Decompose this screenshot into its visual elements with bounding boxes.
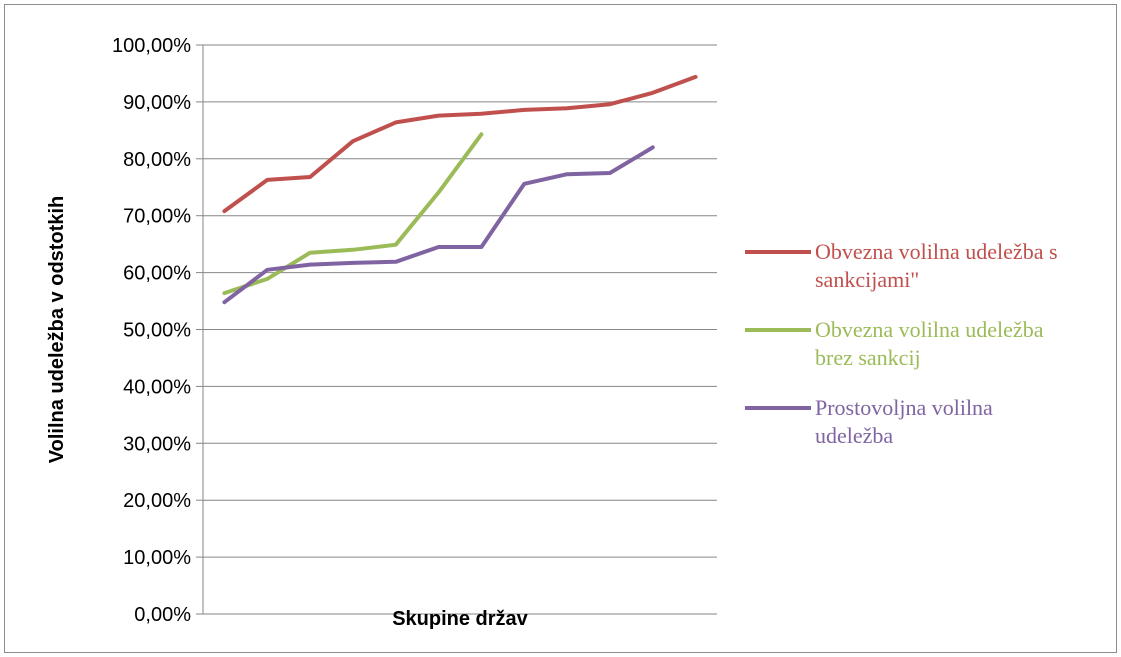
y-tick-label: 30,00% [123,433,191,455]
y-tick-label: 10,00% [123,547,191,569]
y-tick-label: 40,00% [123,376,191,398]
y-tick-label: 0,00% [134,604,191,626]
grid-layer [196,44,717,615]
series-line-3 [222,145,655,305]
series-line-1 [222,74,698,214]
series-line-2 [222,132,484,296]
legend-label-3: Prostovoljna volilna [815,395,993,420]
chart-svg: 0,00% 10,00% 20,00% 30,00% 40,00% 50,00% 60,00… [46,35,1058,630]
legend-label-2: Obvezna volilna udeležba [815,317,1044,342]
y-tick-label: 60,00% [123,263,191,285]
y-tick-label: 50,00% [123,320,191,342]
legend-label-1: sankcijami" [815,267,919,292]
y-tick-label: 70,00% [123,206,191,228]
y-tick-label: 20,00% [123,490,191,512]
y-tick-labels: 0,00% 10,00% 20,00% 30,00% 40,00% 50,00% 60,00… [112,35,191,626]
axis-layer [202,45,717,615]
legend: Obvezna volilna udeležba s sankcijami" Obv… [745,239,1058,448]
series-layer [222,74,698,305]
x-axis-title: Skupine držav [392,608,528,630]
legend-label-2: brez sankcij [815,345,921,370]
y-tick-label: 80,00% [123,149,191,171]
y-tick-label: 90,00% [123,92,191,114]
legend-label-3: udeležba [815,423,893,448]
y-tick-label: 100,00% [112,35,191,57]
legend-label-1: Obvezna volilna udeležba s [815,239,1058,264]
y-axis-title: Volilna udeležba v odstotkih [46,196,68,463]
chart-frame: 0,00% 10,00% 20,00% 30,00% 40,00% 50,00% 60,00… [4,4,1117,653]
